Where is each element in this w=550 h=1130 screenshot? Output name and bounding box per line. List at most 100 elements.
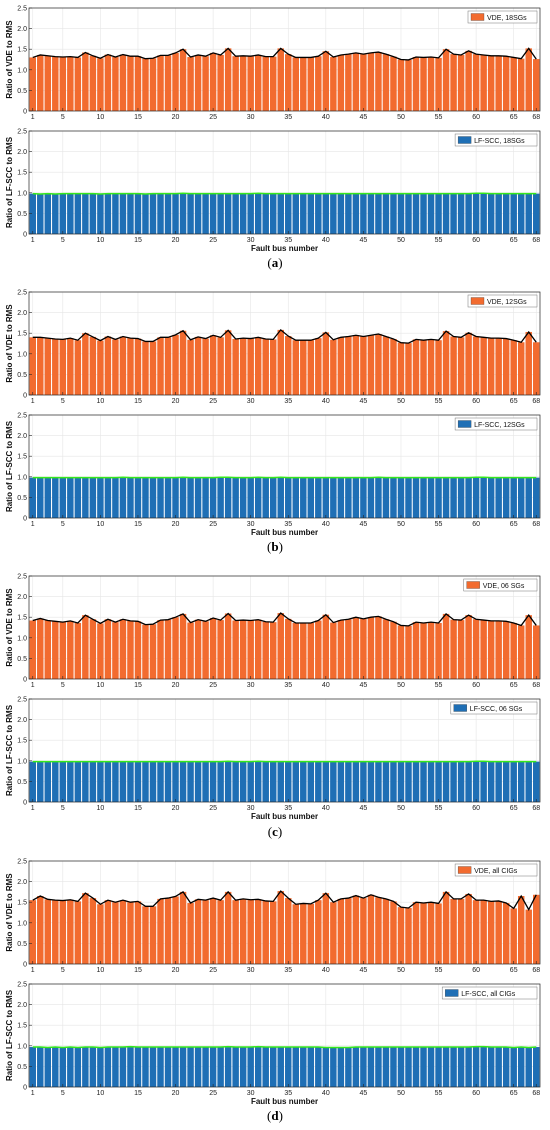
x-tick-label: 5 [61, 1090, 65, 1097]
bar [345, 336, 352, 395]
bar [360, 1047, 367, 1087]
bar [435, 903, 442, 964]
bar [149, 624, 157, 679]
bar [29, 1047, 36, 1087]
bar [412, 902, 420, 964]
bar [74, 57, 82, 111]
y-tick-label: 1.5 [17, 900, 27, 907]
bar [285, 193, 292, 234]
bar [382, 193, 390, 234]
bar [224, 761, 232, 802]
y-tick-label: 1.5 [17, 454, 27, 461]
bar [149, 1047, 157, 1087]
series-line [32, 612, 537, 627]
x-tick-label: 20 [172, 237, 180, 244]
bar [104, 54, 112, 111]
bar [247, 56, 254, 111]
bar [292, 57, 300, 111]
bar [179, 477, 187, 518]
bar [435, 477, 442, 518]
bar [37, 337, 44, 395]
bar [412, 761, 420, 802]
x-tick-label: 68 [532, 805, 540, 812]
y-tick-label: 0.5 [17, 495, 27, 502]
x-tick-label: 35 [284, 521, 292, 528]
bar [52, 761, 59, 802]
bar [480, 54, 487, 111]
bar [269, 901, 277, 964]
bar [112, 622, 119, 679]
bar [427, 622, 435, 679]
x-tick-label: 10 [96, 682, 104, 689]
x-tick-label: 5 [61, 967, 65, 974]
bar [82, 477, 89, 518]
bar [322, 51, 330, 111]
bar [134, 761, 142, 802]
bar [465, 893, 472, 964]
x-axis-label: Fault bus number [251, 1097, 318, 1106]
bar [285, 618, 292, 679]
bar [89, 761, 97, 802]
bar [337, 337, 345, 395]
bar [149, 477, 157, 518]
bar [239, 1047, 247, 1087]
bar [367, 335, 375, 395]
bar [495, 1047, 502, 1087]
y-tick-label: 2.5 [17, 982, 27, 989]
bar [217, 900, 224, 964]
bar [254, 761, 262, 802]
bar [390, 56, 397, 111]
y-axis-label: Ratio of LF-SCC to RMS [5, 989, 14, 1081]
bar [285, 1047, 292, 1087]
x-tick-label: 40 [322, 114, 330, 121]
bar [337, 898, 345, 964]
bar [533, 342, 540, 395]
bar [315, 56, 322, 111]
bar [533, 193, 540, 234]
bar [164, 1047, 172, 1087]
bar [315, 761, 322, 802]
bar [510, 761, 517, 802]
bar [254, 477, 262, 518]
bar [262, 338, 269, 395]
bar [134, 56, 142, 111]
bar [134, 621, 142, 679]
bar [52, 338, 59, 395]
bar [382, 898, 390, 964]
bar [300, 477, 307, 518]
series-line [32, 192, 537, 195]
axes-frame [28, 130, 541, 235]
bar [97, 340, 104, 395]
x-tick-label: 20 [172, 1090, 180, 1097]
bar [142, 1047, 149, 1087]
bar [525, 331, 532, 395]
bar [517, 1047, 525, 1087]
bar [134, 1047, 142, 1087]
chart-c-bottom: 00.51.01.52.02.51 5 10 15 20 25 30 35 40 45 50 55 60… [5, 697, 541, 821]
x-tick-label: 15 [134, 1090, 142, 1097]
bar [142, 761, 149, 802]
y-tick-label: 2.5 [17, 574, 27, 581]
x-axis-label: Fault bus number [251, 244, 318, 253]
bar [450, 898, 457, 964]
x-tick-label: 25 [209, 805, 217, 812]
bar [420, 193, 427, 234]
bar [352, 52, 360, 111]
x-tick-label: 40 [322, 805, 330, 812]
axes-frame [28, 983, 541, 1088]
bar [209, 761, 217, 802]
bar [187, 761, 194, 802]
caption-a: (a) [267, 255, 283, 270]
x-tick-label: 65 [510, 967, 518, 974]
bar [224, 1046, 232, 1087]
bar [247, 1047, 254, 1087]
bar [292, 340, 300, 395]
y-tick-label: 1.0 [17, 474, 27, 481]
x-tick-label: 20 [172, 682, 180, 689]
bar [420, 477, 427, 518]
x-tick-label: 30 [247, 398, 255, 405]
bar [367, 193, 375, 234]
bar [52, 477, 59, 518]
bar [533, 59, 540, 111]
bar [300, 340, 307, 395]
